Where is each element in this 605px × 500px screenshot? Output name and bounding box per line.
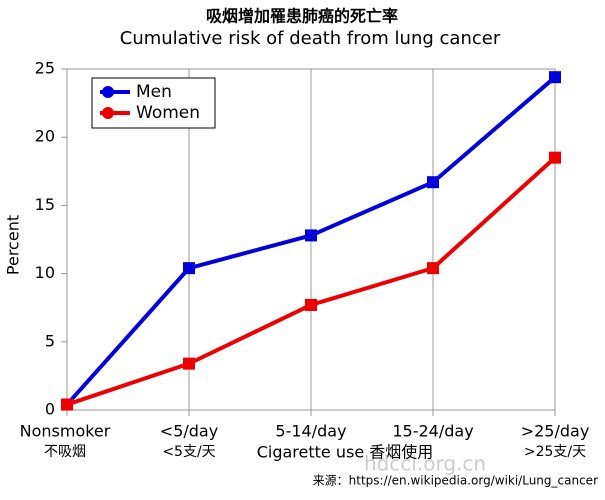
marker bbox=[427, 262, 439, 275]
y-tick-label: 20 bbox=[35, 127, 55, 146]
marker bbox=[549, 71, 561, 84]
marker bbox=[183, 262, 195, 275]
source: 来源：https://en.wikipedia.org/wiki/Lung_ca… bbox=[313, 474, 598, 488]
marker bbox=[549, 151, 561, 164]
watermark: hdcci.org.cn bbox=[364, 452, 486, 476]
legend-box bbox=[91, 77, 216, 129]
legend-marker bbox=[102, 86, 114, 98]
x-tick-label: >25支/天 bbox=[524, 444, 586, 460]
marker bbox=[427, 176, 439, 189]
y-tick-label: 5 bbox=[45, 331, 55, 350]
x-tick-label: >25/day bbox=[521, 422, 590, 441]
x-axis-label: Cigarette use 香烟使用 bbox=[257, 443, 434, 462]
x-tick-label: 不吸烟 bbox=[44, 444, 86, 460]
y-tick-label: 10 bbox=[35, 263, 55, 282]
legend-marker bbox=[102, 107, 114, 119]
marker bbox=[183, 357, 195, 370]
marker bbox=[305, 229, 317, 242]
chart-subtitle: Cumulative risk of death from lung cance… bbox=[120, 28, 501, 49]
x-tick-label: 15-24/day bbox=[392, 422, 473, 441]
y-tick-label: 25 bbox=[35, 59, 55, 78]
y-tick-label: 15 bbox=[35, 195, 55, 214]
chart-title: 吸烟增加罹患肺癌的死亡率 bbox=[206, 7, 398, 26]
x-tick-label: <5/day bbox=[160, 422, 218, 441]
y-tick-label: 0 bbox=[45, 400, 55, 419]
marker bbox=[61, 398, 73, 411]
y-axis-label: Percent bbox=[4, 215, 23, 275]
x-tick-label: Nonsmoker bbox=[20, 422, 111, 441]
legend-label: Men bbox=[136, 82, 172, 102]
legend-label: Women bbox=[136, 103, 200, 123]
x-tick-label: <5支/天 bbox=[162, 444, 215, 460]
marker bbox=[305, 298, 317, 311]
x-tick-label: 5-14/day bbox=[275, 422, 346, 441]
